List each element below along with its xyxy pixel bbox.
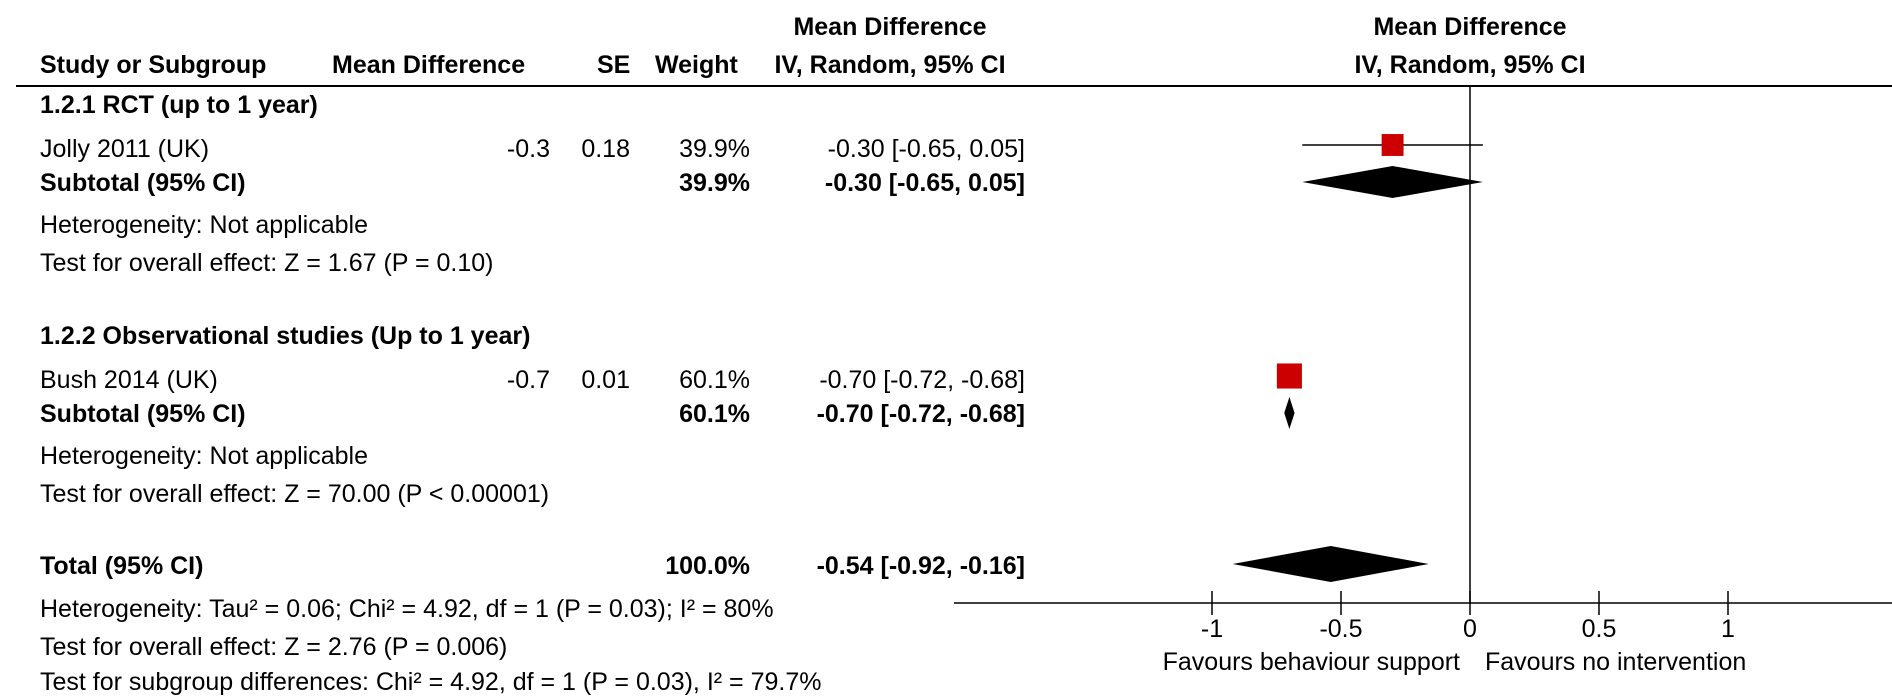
subtotal-diamond [1284, 397, 1295, 429]
x-tick-label: 0.5 [1582, 615, 1617, 643]
heterogeneity-text: Heterogeneity: Not applicable [40, 442, 368, 470]
col-se-header: SE [597, 51, 631, 79]
x-tick-label: -1 [1201, 615, 1223, 643]
x-tick-label: -0.5 [1319, 615, 1362, 643]
study-weight: 60.1% [679, 366, 750, 394]
total-ci: -0.54 [-0.92, -0.16] [816, 552, 1025, 580]
x-tick-label: 0 [1463, 615, 1477, 643]
study-marker [1276, 363, 1302, 389]
study-marker [1381, 134, 1404, 156]
col-ci-title-1: Mean Difference [793, 13, 987, 41]
total-diamond [1232, 546, 1429, 582]
x-ticks: -1 -0.5 0 0.5 1 [1201, 591, 1735, 643]
col-weight-header: Weight [655, 51, 738, 79]
subtotal-weight: 60.1% [679, 400, 750, 428]
col-study-header: Study or Subgroup [40, 51, 267, 79]
study-weight: 39.9% [679, 135, 750, 163]
subtotal-ci: -0.70 [-0.72, -0.68] [816, 400, 1025, 428]
plot-title-2: IV, Random, 95% CI [1354, 51, 1586, 79]
overall-effect-text: Test for overall effect: Z = 1.67 (P = 0… [40, 249, 494, 277]
subtotal-label: Subtotal (95% CI) [40, 169, 246, 197]
plot-marks [1232, 134, 1483, 582]
group-title: 1.2.2 Observational studies (Up to 1 yea… [40, 322, 531, 350]
total-weight: 100.0% [665, 552, 750, 580]
favours-right-label: Favours no intervention [1485, 648, 1747, 676]
subtotal-weight: 39.9% [679, 169, 750, 197]
study-md: -0.3 [506, 135, 550, 163]
total-overall-effect-text: Test for overall effect: Z = 2.76 (P = 0… [40, 633, 508, 661]
study-ci: -0.70 [-0.72, -0.68] [819, 366, 1025, 394]
overall-effect-text: Test for overall effect: Z = 70.00 (P < … [40, 480, 550, 508]
subgroup-differences-text: Test for subgroup differences: Chi² = 4.… [40, 668, 822, 696]
study-name: Bush 2014 (UK) [40, 366, 218, 394]
subtotal-ci: -0.30 [-0.65, 0.05] [824, 169, 1025, 197]
study-name: Jolly 2011 (UK) [40, 135, 210, 163]
total-label: Total (95% CI) [40, 552, 204, 580]
x-tick-label: 1 [1721, 615, 1735, 643]
study-se: 0.01 [581, 366, 630, 394]
col-ci-title-2: IV, Random, 95% CI [774, 51, 1006, 79]
subtotal-label: Subtotal (95% CI) [40, 400, 246, 428]
study-ci: -0.30 [-0.65, 0.05] [827, 135, 1025, 163]
total-heterogeneity-text: Heterogeneity: Tau² = 0.06; Chi² = 4.92,… [40, 595, 774, 623]
group-title: 1.2.1 RCT (up to 1 year) [40, 91, 318, 119]
plot-title-1: Mean Difference [1373, 13, 1567, 41]
subtotal-diamond [1302, 166, 1483, 198]
study-md: -0.7 [506, 366, 550, 394]
col-md-header: Mean Difference [332, 51, 526, 79]
favours-left-label: Favours behaviour support [1162, 648, 1460, 676]
study-se: 0.18 [581, 135, 630, 163]
heterogeneity-text: Heterogeneity: Not applicable [40, 211, 368, 239]
